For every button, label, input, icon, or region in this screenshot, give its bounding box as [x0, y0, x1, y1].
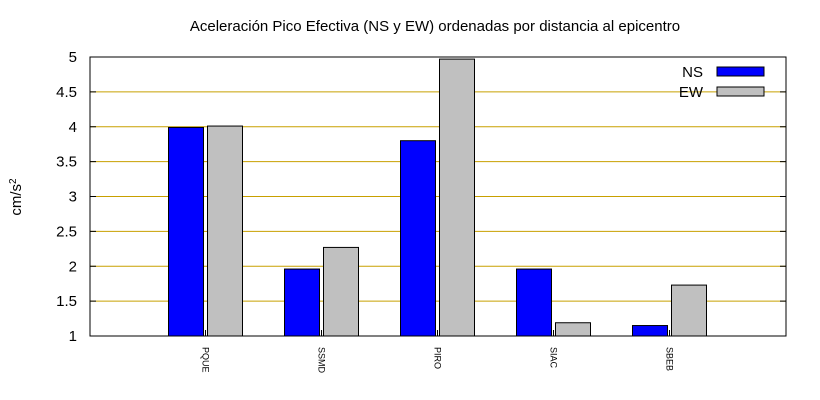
- bar-ew-sbeb: [671, 284, 707, 337]
- x-tick-label: SBEB: [665, 347, 675, 371]
- legend-label-ns: NS: [682, 64, 703, 81]
- chart-title: Aceleración Pico Efectiva (NS y EW) orde…: [190, 18, 680, 35]
- bar-ew-siac: [555, 322, 591, 337]
- y-tick-label: 1: [69, 328, 77, 345]
- y-tick-label: 2: [69, 258, 77, 275]
- legend-swatch-ew: [716, 86, 765, 97]
- x-tick-label: SIAC: [549, 347, 559, 369]
- legend: NS EW: [679, 64, 765, 101]
- y-tick-label: 3.5: [56, 154, 77, 171]
- y-tick-label: 1.5: [56, 293, 77, 310]
- plot-frame: [89, 56, 787, 337]
- bar-ns-sbeb: [632, 325, 668, 337]
- bar-ew-pque: [207, 125, 243, 337]
- x-tick-label: PIRO: [433, 347, 443, 369]
- x-tick-label: SSMD: [317, 347, 327, 374]
- y-tick-label: 2.5: [56, 223, 77, 240]
- y-axis-label: cm/s2: [8, 178, 26, 216]
- y-tick-label: 4: [69, 119, 77, 136]
- y-tick-label: 5: [69, 49, 77, 66]
- legend-label-ew: EW: [679, 84, 704, 101]
- bar-ns-ssmd: [284, 268, 320, 337]
- bar-ns-pque: [168, 126, 204, 337]
- bars: [168, 58, 707, 337]
- bar-ew-piro: [439, 58, 475, 337]
- y-axis-label-exponent: 2: [8, 178, 19, 184]
- x-tick-label: PQUE: [201, 347, 211, 373]
- x-axis-ticks: PQUE SSMD PIRO SIAC SBEB: [201, 330, 675, 374]
- gridlines: [90, 91, 786, 302]
- y-axis-label-unit: cm/s: [8, 184, 25, 216]
- y-axis-ticks: 1 1.5 2 2.5 3 3.5 4 4.5 5: [56, 49, 786, 345]
- legend-swatch-ns: [716, 66, 765, 77]
- bar-ns-piro: [400, 140, 436, 337]
- y-tick-label: 3: [69, 189, 77, 206]
- bar-ns-siac: [516, 268, 552, 337]
- bar-ew-ssmd: [323, 246, 359, 337]
- y-tick-label: 4.5: [56, 84, 77, 101]
